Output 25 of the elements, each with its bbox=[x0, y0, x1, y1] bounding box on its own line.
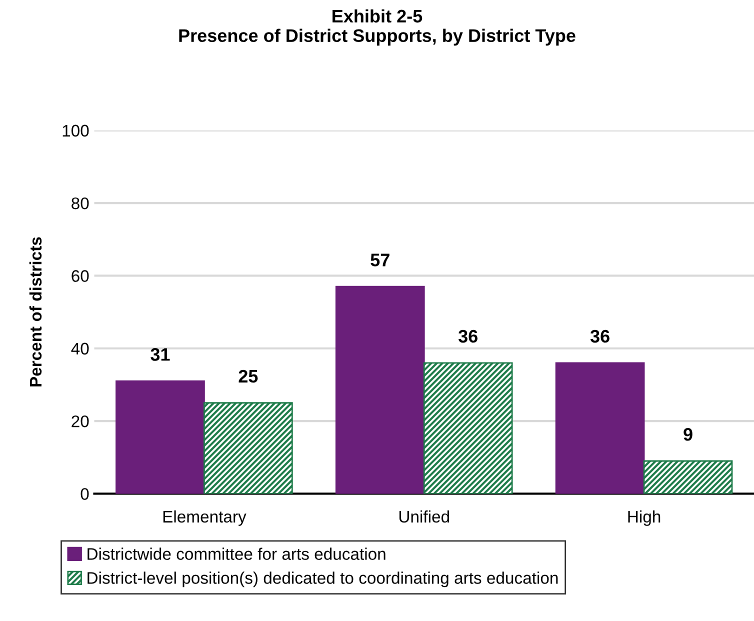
chart-title: Exhibit 2-5 Presence of District Supports, by District Type bbox=[179, 9, 576, 46]
legend-label: District-level position(s) dedicated to coordinating arts education bbox=[88, 572, 558, 588]
y-axis-title: Percent of districts bbox=[29, 237, 42, 386]
bar bbox=[643, 460, 733, 494]
bar bbox=[204, 402, 293, 494]
y-tick-label: 60 bbox=[72, 270, 89, 282]
bar bbox=[555, 362, 645, 494]
x-tick-label: Elementary bbox=[163, 510, 246, 526]
data-label: 9 bbox=[684, 428, 692, 441]
x-tick-label: Unified bbox=[399, 510, 449, 523]
y-tick-label: 0 bbox=[80, 488, 89, 500]
data-label: 25 bbox=[238, 370, 258, 383]
y-tick-label: 20 bbox=[72, 415, 89, 428]
data-label: 36 bbox=[458, 330, 478, 343]
legend-label: Districtwide committee for arts education bbox=[88, 548, 386, 560]
data-label: 36 bbox=[590, 330, 610, 343]
data-label: 31 bbox=[150, 348, 170, 361]
data-label: 57 bbox=[370, 254, 390, 266]
y-tick-label: 100 bbox=[62, 124, 89, 137]
bar bbox=[335, 286, 425, 494]
x-tick-label: High bbox=[628, 510, 660, 526]
y-tick-label: 80 bbox=[72, 197, 89, 210]
y-tick-label: 40 bbox=[71, 342, 89, 355]
bar bbox=[423, 362, 513, 494]
bar bbox=[116, 380, 205, 494]
